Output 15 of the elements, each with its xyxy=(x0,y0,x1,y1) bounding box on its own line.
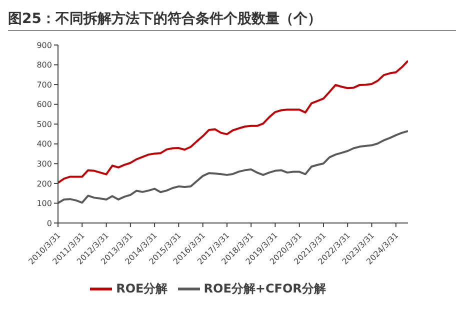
y-tick-label: 500 xyxy=(36,120,52,129)
y-tick-label: 800 xyxy=(36,60,52,70)
y-tick-label: 300 xyxy=(36,160,52,169)
y-tick-label: 100 xyxy=(36,199,52,208)
y-tick-label: 200 xyxy=(36,179,52,188)
y-tick-label: 0 xyxy=(46,218,52,228)
legend-label: ROE分解 xyxy=(116,281,168,296)
y-tick-label: 900 xyxy=(36,40,52,50)
legend-label: ROE分解+CFOR分解 xyxy=(204,281,326,296)
chart-title: 图25：不同拆解方法下的符合条件个股数量（个） xyxy=(8,8,456,31)
line-series xyxy=(58,130,408,204)
y-tick-label: 700 xyxy=(36,80,52,90)
y-tick-label: 600 xyxy=(36,100,52,110)
y-tick-label: 400 xyxy=(36,140,52,149)
line-series xyxy=(58,60,408,184)
